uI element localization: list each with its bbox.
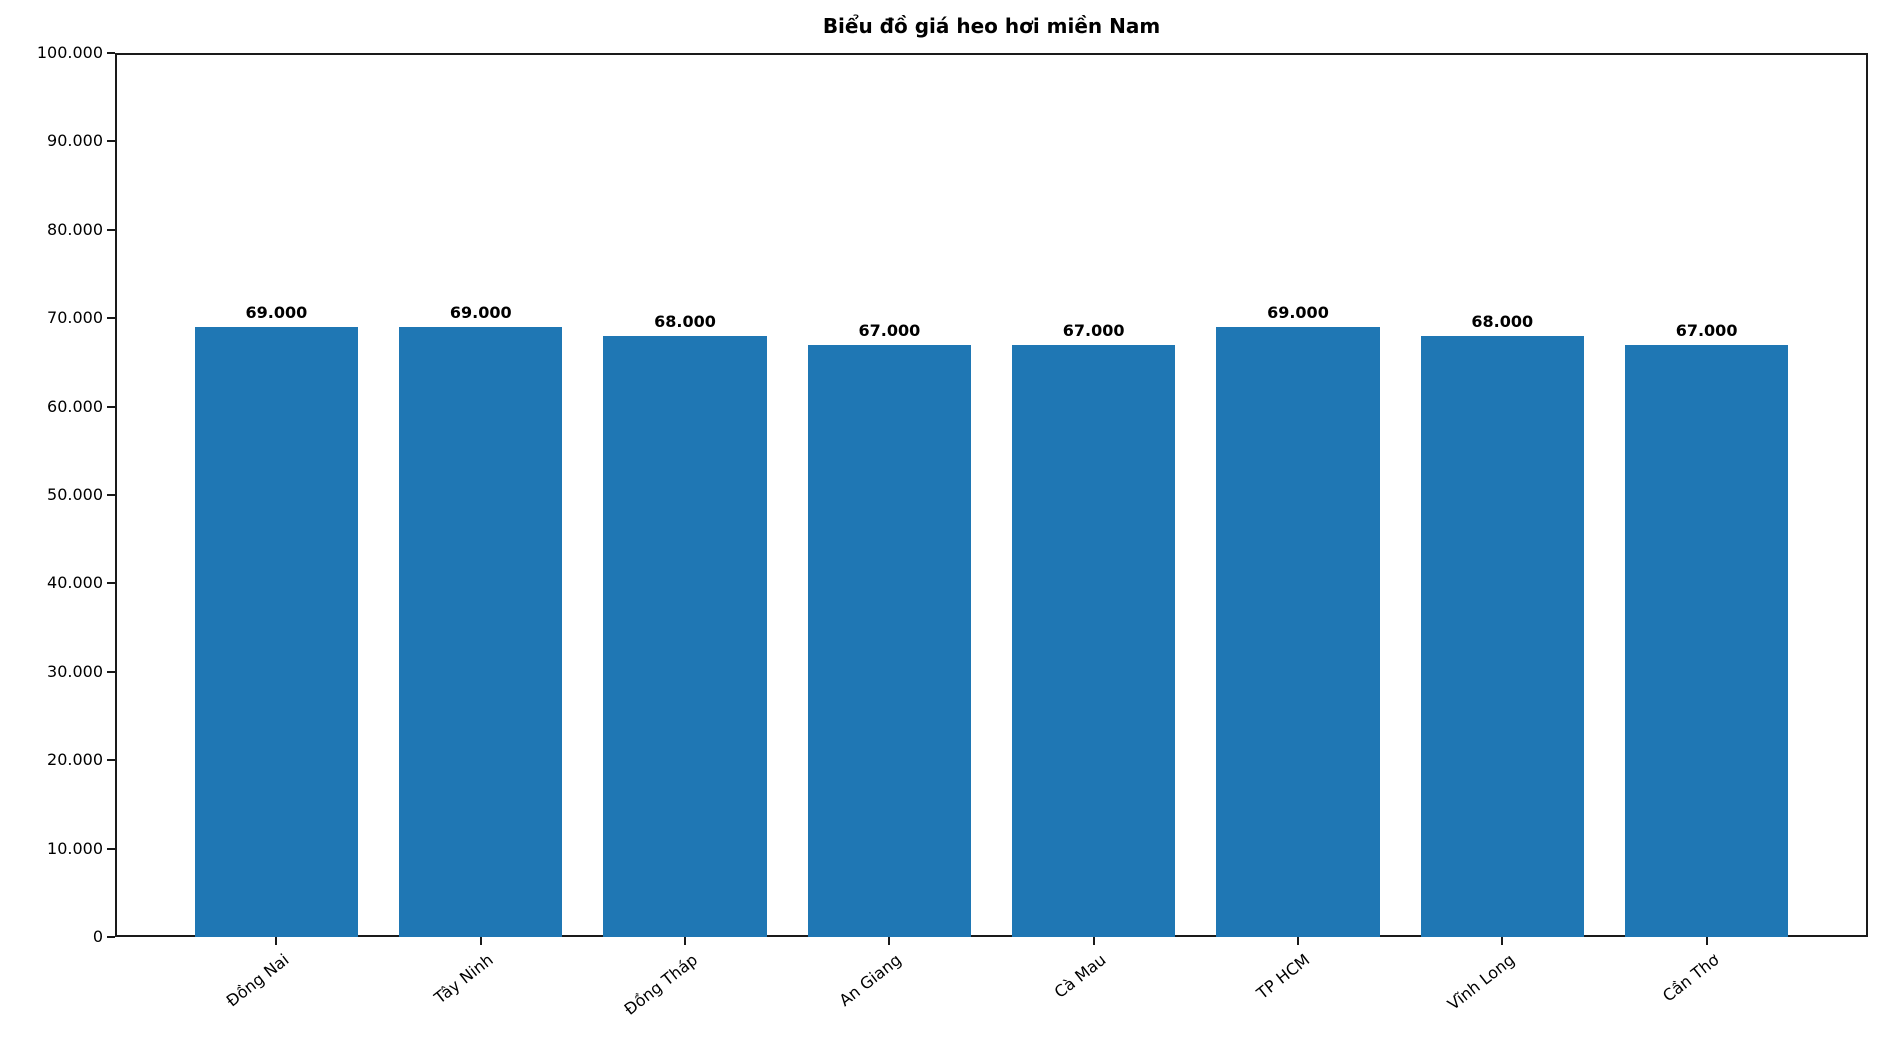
y-tick-label: 30.000: [47, 661, 103, 681]
bar-value-label: 69.000: [449, 303, 512, 323]
x-tick-label: Đồng Nai: [222, 950, 293, 1011]
y-tick-mark: [107, 494, 115, 496]
bar-value-label: 68.000: [1471, 311, 1534, 331]
y-tick-mark: [107, 936, 115, 938]
bar-value-label: 67.000: [858, 320, 921, 340]
bar-value-label: 69.000: [245, 303, 308, 323]
x-tick-mark: [1296, 937, 1299, 945]
x-tick-label: Cần Thơ: [1658, 950, 1723, 1006]
y-tick-label: 50.000: [47, 485, 103, 504]
bar: [398, 327, 563, 937]
y-tick-mark: [107, 847, 115, 850]
bar-value-label: 69.000: [1267, 303, 1329, 323]
x-tick-label: Tây Ninh: [430, 950, 497, 1008]
x-tick-mark: [275, 937, 278, 945]
bar: [807, 344, 972, 937]
y-tick-mark: [107, 228, 115, 231]
y-tick-mark: [107, 140, 115, 143]
bar-value-label: 68.000: [654, 311, 716, 331]
plot-area: [115, 53, 1868, 937]
bar: [1624, 344, 1789, 937]
y-tick-label: 80.000: [47, 219, 103, 239]
y-tick-mark: [107, 582, 115, 585]
bar: [1216, 327, 1380, 937]
y-tick-mark: [107, 52, 115, 54]
bar: [603, 335, 767, 937]
x-tick-mark: [1705, 937, 1708, 945]
x-tick-label: An Giang: [835, 950, 906, 1010]
y-tick-label: 70.000: [47, 308, 103, 328]
x-tick-mark: [888, 937, 891, 945]
x-tick-label: TP HCM: [1253, 950, 1314, 1003]
x-tick-mark: [684, 937, 687, 945]
bar-value-label: 67.000: [1062, 320, 1125, 340]
y-tick-label: 10.000: [47, 838, 103, 858]
y-tick-mark: [107, 405, 115, 408]
x-tick-mark: [1092, 937, 1095, 945]
x-tick-label: Cà Mau: [1050, 950, 1110, 1002]
x-tick-mark: [479, 937, 482, 945]
bar: [1420, 335, 1584, 937]
bar: [1011, 344, 1176, 937]
y-tick-label: 40.000: [47, 573, 103, 593]
y-tick-label: 0: [92, 927, 103, 946]
x-tick-label: Đồng Tháp: [620, 950, 701, 1019]
bar-value-label: 67.000: [1675, 320, 1738, 340]
y-tick-label: 20.000: [47, 750, 103, 770]
y-tick-mark: [107, 759, 115, 762]
y-tick-mark: [107, 670, 115, 673]
x-tick-mark: [1501, 937, 1504, 945]
y-tick-label: 90.000: [47, 131, 103, 151]
x-tick-label: Vĩnh Long: [1443, 950, 1518, 1014]
bar: [194, 327, 359, 937]
chart-title: Biểu đồ giá heo hơi miền Nam: [822, 14, 1161, 38]
y-tick-mark: [107, 317, 115, 320]
y-tick-label: 100.000: [36, 43, 103, 62]
y-tick-label: 60.000: [47, 396, 103, 416]
